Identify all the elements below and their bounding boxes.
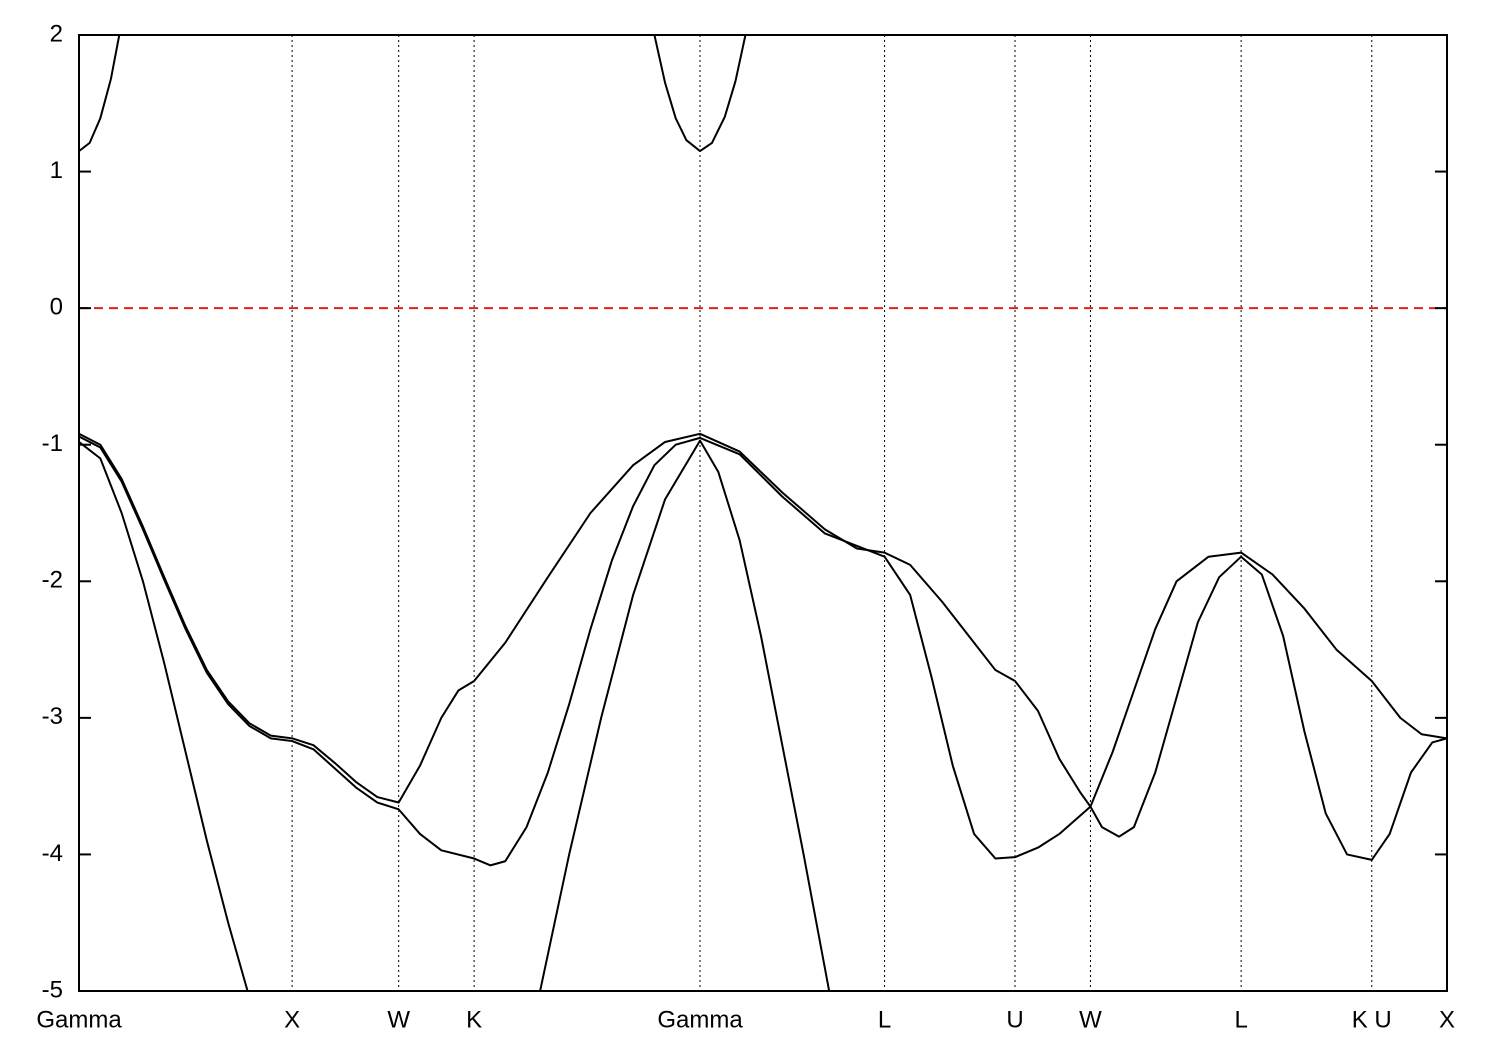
band-line: [653, 35, 747, 153]
y-tick-label: -1: [42, 430, 63, 457]
x-tick-label: U: [1006, 1006, 1023, 1033]
y-tick-label: -5: [42, 976, 63, 1003]
y-tick-label: -3: [42, 703, 63, 730]
y-tick-label: 2: [50, 20, 63, 47]
y-tick-label: -4: [42, 840, 63, 867]
x-tick-label: L: [878, 1006, 891, 1033]
x-tick-label: L: [1234, 1006, 1247, 1033]
x-tick-label: Gamma: [657, 1006, 743, 1033]
y-tick-label: -2: [42, 567, 63, 594]
x-tick-label: Gamma: [36, 1006, 122, 1033]
x-tick-label: W: [1079, 1006, 1102, 1033]
band-line: [79, 35, 121, 152]
band-line: [539, 439, 831, 991]
band-line: [79, 441, 249, 991]
x-tick-label: K U: [1352, 1006, 1392, 1033]
plot-frame: [78, 34, 1448, 992]
y-tick-label: 0: [50, 293, 63, 320]
x-tick-label: K: [466, 1006, 482, 1033]
x-tick-label: X: [284, 1006, 300, 1033]
x-tick-label: W: [387, 1006, 410, 1033]
axis-labels: -5 -4 -3 -2 -1 0 1 2 Gamma X W K Gamma L U W L K U X: [36, 20, 1455, 1033]
band-line: [79, 435, 1447, 867]
plot-area: [79, 35, 1447, 991]
y-tick-label: 1: [50, 157, 63, 184]
grid: [291, 35, 1373, 991]
x-tick-label: X: [1439, 1006, 1455, 1033]
